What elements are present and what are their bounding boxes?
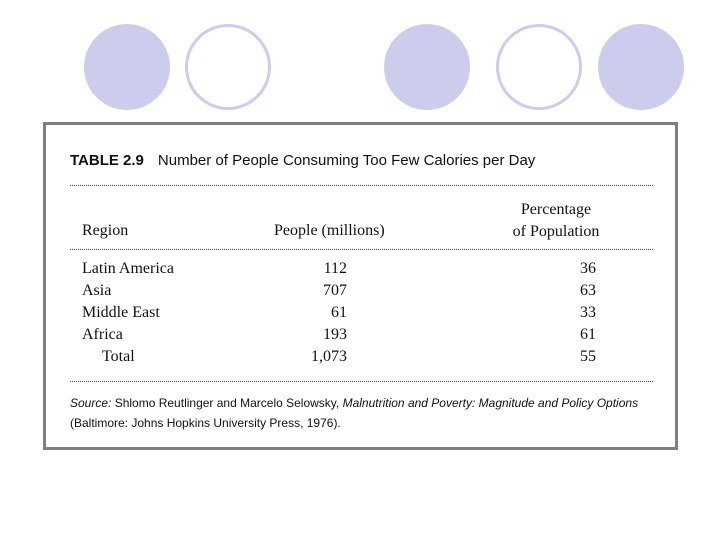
table-figure: TABLE 2.9 Number of People Consuming Too …: [43, 122, 678, 450]
header-percentage: Percentage of Population: [486, 199, 626, 243]
header-people: People (millions): [274, 222, 385, 239]
decorative-circle-outline-2: [496, 24, 582, 110]
rule-header: [70, 249, 653, 250]
row-percentage: 33: [580, 304, 596, 321]
decorative-circle-filled-2: [384, 24, 470, 110]
decorative-circle-filled-1: [84, 24, 170, 110]
total-percentage: 55: [580, 348, 596, 365]
row-region: Africa: [82, 326, 123, 343]
rule-bottom: [70, 381, 653, 382]
header-percentage-line2: of Population: [512, 223, 600, 240]
row-people: 112: [323, 260, 347, 277]
row-region: Asia: [82, 282, 112, 299]
row-people: 707: [323, 282, 347, 299]
table-label: TABLE 2.9: [70, 152, 144, 169]
decorative-circle-filled-3: [598, 24, 684, 110]
header-region: Region: [82, 222, 129, 239]
rule-top: [70, 185, 653, 186]
decorative-circle-outline-1: [185, 24, 271, 110]
source-book-title: Malnutrition and Poverty: Magnitude and …: [342, 396, 639, 410]
source-authors: Shlomo Reutlinger and Marcelo Selowsky,: [111, 396, 343, 410]
total-people: 1,073: [311, 348, 347, 365]
row-people: 61: [331, 304, 347, 321]
source-note: Source: Shlomo Reutlinger and Marcelo Se…: [70, 393, 655, 433]
table-title: TABLE 2.9 Number of People Consuming Too …: [70, 152, 535, 169]
row-percentage: 61: [580, 326, 596, 343]
total-label: Total: [102, 348, 135, 365]
row-people: 193: [323, 326, 347, 343]
row-percentage: 63: [580, 282, 596, 299]
row-percentage: 36: [580, 260, 596, 277]
header-percentage-line1: Percentage: [520, 201, 592, 218]
source-prefix: Source:: [70, 396, 112, 410]
source-publisher: (Baltimore: Johns Hopkins University Pre…: [70, 416, 341, 430]
row-region: Latin America: [82, 260, 174, 277]
row-region: Middle East: [82, 304, 160, 321]
table-title-text: Number of People Consuming Too Few Calor…: [157, 152, 536, 169]
